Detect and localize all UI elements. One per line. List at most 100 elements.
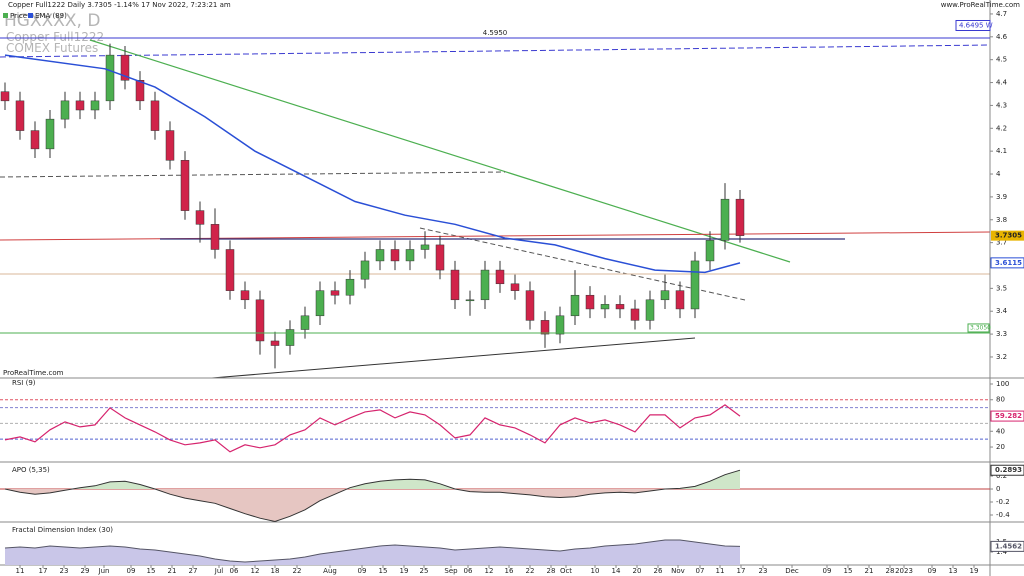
indicator-line [4, 469, 741, 523]
y-tick-label: 0.2 [996, 472, 1007, 480]
candle-body [15, 100, 25, 131]
candle-body [585, 294, 595, 310]
x-tick-label: Dec [785, 567, 799, 575]
x-tick-label: 11 [16, 567, 25, 575]
candle-body [270, 340, 280, 346]
candle-body [150, 100, 160, 131]
y-tick-label: 1.4 [996, 548, 1008, 556]
x-tick-label: 23 [60, 567, 69, 575]
candle-body [330, 290, 340, 296]
watermark-exchange: COMEX Futures [6, 41, 98, 55]
y-tick-label: 3.3 [996, 330, 1007, 338]
x-tick-label: 13 [949, 567, 958, 575]
x-tick-label: Jun [98, 567, 110, 575]
y-tick-label: 40 [996, 427, 1005, 435]
y-tick-label: 20 [996, 443, 1005, 451]
candle-body [210, 224, 220, 250]
x-tick-label: 21 [865, 567, 874, 575]
candle-body [315, 290, 325, 317]
x-tick-label: 06 [464, 567, 473, 575]
y-tick-label: 4.7 [996, 10, 1007, 18]
high-marker-label: 4.6495 W [959, 21, 993, 29]
candle-body [30, 130, 40, 150]
fdi-area [5, 540, 740, 565]
x-tick-label: 20 [633, 567, 642, 575]
last-value-box [991, 230, 1024, 241]
last-value-label: 59.282 [995, 412, 1022, 420]
y-tick-label: 100 [996, 380, 1009, 388]
trend-line [0, 171, 506, 178]
candle-body [375, 249, 385, 262]
x-tick-label: 14 [612, 567, 621, 575]
x-tick-label: 11 [716, 567, 725, 575]
candle-body [255, 299, 265, 342]
last-value-box [990, 464, 1024, 476]
candle-body [345, 278, 355, 296]
candle-body [630, 308, 640, 321]
candle-body [405, 249, 415, 262]
x-tick-label: 22 [293, 567, 302, 575]
candle-body [195, 210, 205, 225]
candle-body [135, 80, 145, 102]
candle-body [45, 118, 55, 150]
x-tick-label: 09 [823, 567, 832, 575]
y-tick-label: -0.2 [996, 498, 1010, 506]
x-tick-label: 17 [737, 567, 746, 575]
candle-body [75, 100, 85, 111]
chart-header: Copper Full1222 Daily 3.7305 -1.14% 17 N… [8, 1, 231, 9]
candle-body [120, 54, 130, 81]
last-value-label: 0.2893 [995, 466, 1022, 474]
candle-body [240, 290, 250, 301]
candle-body [165, 130, 175, 161]
x-tick-label: 09 [928, 567, 937, 575]
x-tick-label: Nov [671, 567, 685, 575]
high-marker-box [955, 19, 991, 31]
last-value-label: 3.7305 [995, 232, 1022, 240]
candle-body [105, 54, 115, 102]
x-tick-label: 19 [970, 567, 979, 575]
candle-body [615, 304, 625, 310]
x-tick-label: 17 [39, 567, 48, 575]
last-value-label: 3.6115 [995, 259, 1022, 267]
drawings [0, 39, 990, 378]
trend-line [0, 44, 990, 58]
x-tick-label: 23 [759, 567, 768, 575]
footer: ProRealTime.com [3, 369, 64, 377]
rsi-line [4, 404, 741, 453]
x-tick-label: 21 [168, 567, 177, 575]
y-tick-label: -0.4 [996, 511, 1010, 519]
x-tick-label: 06 [230, 567, 239, 575]
y-tick-label: 3.2 [996, 353, 1007, 361]
candle-body [285, 329, 295, 346]
y-tick-label: 4.2 [996, 124, 1007, 132]
x-tick-label: 26 [654, 567, 663, 575]
trend-line [89, 39, 791, 263]
candle-body [180, 160, 190, 211]
legend-swatch [3, 13, 8, 18]
candle-body [705, 240, 715, 262]
watermark-name: Copper Full1222 [6, 30, 104, 44]
y-tick-label: 3.7 [996, 239, 1007, 247]
x-tick-label: 28 [547, 567, 556, 575]
candle-body [420, 244, 430, 250]
ema-line [4, 54, 741, 274]
y-tick-label: 4 [996, 170, 1001, 178]
candle-body [600, 304, 610, 310]
x-tick-label: 15 [379, 567, 388, 575]
x-tick-label: 25 [420, 567, 429, 575]
x-tick-label: 27 [189, 567, 198, 575]
panel-title: Fractal Dimension Index (30) [12, 526, 113, 534]
candle-body [0, 91, 10, 102]
x-tick-label: Sep [444, 567, 458, 575]
y-tick-label: 3.5 [996, 284, 1007, 292]
candle-body [450, 269, 460, 301]
x-tick-label: Aug [323, 567, 337, 575]
level-label: 4.5950 [483, 29, 508, 37]
y-tick-label: 4.6 [996, 33, 1008, 41]
x-tick-label: 29 [81, 567, 90, 575]
candle-body [645, 299, 655, 321]
candles [0, 43, 745, 369]
x-tick-label: 18 [271, 567, 280, 575]
candle-body [60, 100, 70, 120]
